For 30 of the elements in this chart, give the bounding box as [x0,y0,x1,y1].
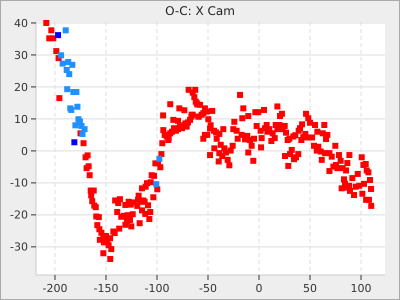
point [58,52,64,58]
point [64,86,70,92]
x-tick-label: -100 [144,282,170,295]
x-tick-label: -200 [42,282,68,295]
y-tick-label: 30 [14,48,28,62]
y-tick-label: 0 [21,144,28,158]
x-tick-label: 100 [350,282,372,295]
point [60,60,66,67]
point [72,122,78,128]
y-tick-label: 20 [14,80,28,94]
point [153,181,160,188]
y-tick-label: -20 [10,208,28,222]
point [80,130,86,137]
point [74,104,80,110]
x-tick-label: -150 [94,282,118,295]
y-tick-label: -10 [10,176,28,190]
y-tick-label: 40 [14,16,28,30]
point [69,62,76,68]
point [55,32,62,38]
y-tick-label: -30 [10,240,28,254]
x-tick-label: -50 [199,282,217,295]
point [71,139,78,146]
point [73,89,80,96]
x-tick-label: 50 [303,282,318,295]
point [66,71,72,78]
x-tick-label: 0 [256,282,263,295]
point [62,27,69,34]
point [156,156,162,162]
chart-title: O-C: X Cam [165,4,235,18]
y-tick-label: 10 [14,112,28,126]
